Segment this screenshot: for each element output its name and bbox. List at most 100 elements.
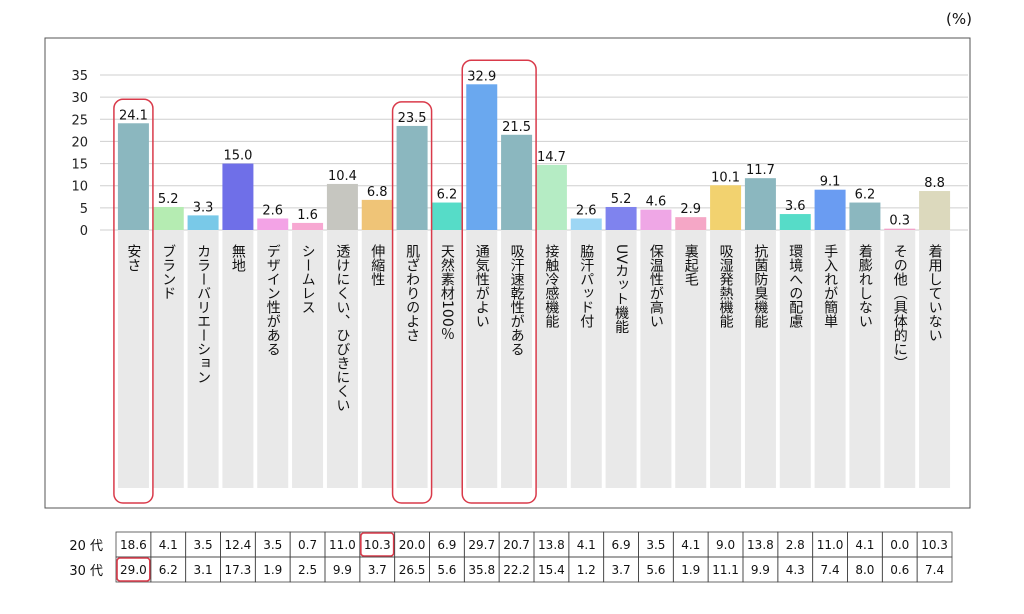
table-cell-value: 4.3 xyxy=(786,563,805,577)
category-column xyxy=(919,230,951,488)
chart-frame xyxy=(44,37,971,509)
category-column xyxy=(222,230,254,488)
table-cell-value: 1.2 xyxy=(577,563,596,577)
table-cell-value: 2.8 xyxy=(786,538,805,552)
table-cell-value: 13.8 xyxy=(538,538,565,552)
category-label: UVカット機能 xyxy=(613,244,629,335)
table-cell-value: 3.1 xyxy=(194,563,213,577)
table-cell-value: 9.9 xyxy=(751,563,770,577)
y-tick-label: 20 xyxy=(71,135,88,150)
category-label: その他（具体的に） xyxy=(892,244,908,370)
bar xyxy=(605,206,637,230)
category-label: シームレス xyxy=(300,244,316,314)
table-row-label: 20 代 xyxy=(69,539,103,554)
category-column xyxy=(501,230,533,488)
table-cell-value: 20.7 xyxy=(503,538,530,552)
table-cell-value: 0.6 xyxy=(890,563,909,577)
bar-value-label: 2.6 xyxy=(576,203,597,218)
table-cell-value: 9.0 xyxy=(716,538,735,552)
bar xyxy=(710,185,742,230)
bar xyxy=(535,164,567,230)
highlight-boxes xyxy=(113,59,537,504)
table-cell-value: 1.9 xyxy=(263,563,282,577)
bar-value-label: 2.9 xyxy=(680,202,701,217)
category-column xyxy=(187,230,219,488)
bar xyxy=(640,209,672,230)
bar xyxy=(919,191,951,230)
table-cell-value: 15.4 xyxy=(538,563,565,577)
category-column xyxy=(326,230,358,488)
category-column xyxy=(744,230,776,488)
category-label: 吸汗速乾性がある xyxy=(509,244,525,356)
bar xyxy=(117,123,149,230)
bar-value-label: 10.4 xyxy=(328,169,357,184)
bar xyxy=(326,183,358,230)
table-cell-value: 9.9 xyxy=(333,563,352,577)
bar xyxy=(884,228,916,230)
bar xyxy=(570,218,602,230)
bar-value-label: 15.0 xyxy=(223,149,252,164)
table-cell xyxy=(916,556,953,583)
category-column xyxy=(675,230,707,488)
bar-value-label: 6.2 xyxy=(437,188,458,203)
table-cell-value: 29.7 xyxy=(468,538,495,552)
table-cell-value: 26.5 xyxy=(399,563,426,577)
table-cell-value: 10.3 xyxy=(364,538,391,552)
bar xyxy=(675,217,707,230)
table-cell-value: 22.2 xyxy=(503,563,530,577)
category-column xyxy=(640,230,672,488)
table-cell-value: 3.5 xyxy=(194,538,213,552)
category-label: ブランド xyxy=(160,244,176,300)
y-tick-label: 35 xyxy=(71,69,88,84)
y-tick-label: 10 xyxy=(71,180,88,195)
bar xyxy=(779,214,811,230)
table-cell-value: 13.8 xyxy=(747,538,774,552)
category-label: 脇汗パッド付 xyxy=(578,244,594,329)
column-backgrounds xyxy=(117,230,951,488)
highlight-box xyxy=(461,59,537,504)
table-cell-value: 3.5 xyxy=(646,538,665,552)
value-labels: 24.1 5.2 3.3 15.0 2.6 1.6 10.4 6.8 23.5 6.2 32.9 21… xyxy=(119,69,945,228)
y-tick-label: 15 xyxy=(71,158,88,173)
category-label: 通気性がよい xyxy=(474,244,490,328)
y-axis-ticks: 0 5 10 15 20 25 30 35 xyxy=(71,69,88,239)
category-column xyxy=(257,230,289,488)
category-label: カラーバリエーション xyxy=(195,244,211,384)
category-column xyxy=(535,230,567,488)
table-cell-value: 12.4 xyxy=(225,538,252,552)
bar xyxy=(361,199,393,230)
table-cell-value: 11.1 xyxy=(712,563,739,577)
y-tick-label: 5 xyxy=(80,202,88,217)
table-cell-value: 0.7 xyxy=(298,538,317,552)
y-tick-label: 0 xyxy=(80,224,88,239)
bar-value-label: 0.3 xyxy=(889,214,910,229)
category-column xyxy=(431,230,463,488)
bar xyxy=(222,163,254,230)
table-cell-value: 3.5 xyxy=(263,538,282,552)
bar-value-label: 5.2 xyxy=(611,192,632,207)
table-cell-value: 1.9 xyxy=(681,563,700,577)
bar-value-label: 1.6 xyxy=(297,208,318,223)
table-cell-value: 4.1 xyxy=(681,538,700,552)
table-cell-value: 17.3 xyxy=(225,563,252,577)
bar xyxy=(466,84,498,230)
category-label: 肌ざわりのよさ xyxy=(404,244,420,342)
category-label: 安さ xyxy=(125,244,141,272)
category-column xyxy=(292,230,324,488)
table-cell-highlight xyxy=(116,557,151,582)
highlight-box xyxy=(391,101,433,504)
category-label: デザイン性がある xyxy=(265,244,281,356)
table-cell-value: 8.0 xyxy=(855,563,874,577)
unit-label: (%) xyxy=(946,10,972,28)
highlight-box xyxy=(113,98,154,504)
category-label: 接触冷感機能 xyxy=(543,243,559,329)
table-cell-value: 11.0 xyxy=(329,538,356,552)
bar-value-label: 2.6 xyxy=(262,203,283,218)
table-cell-value: 6.2 xyxy=(159,563,178,577)
bar xyxy=(501,134,533,230)
category-column xyxy=(570,230,602,488)
table-cell-value: 0.0 xyxy=(890,538,909,552)
bar-value-label: 11.7 xyxy=(746,163,775,178)
bar xyxy=(744,178,776,230)
